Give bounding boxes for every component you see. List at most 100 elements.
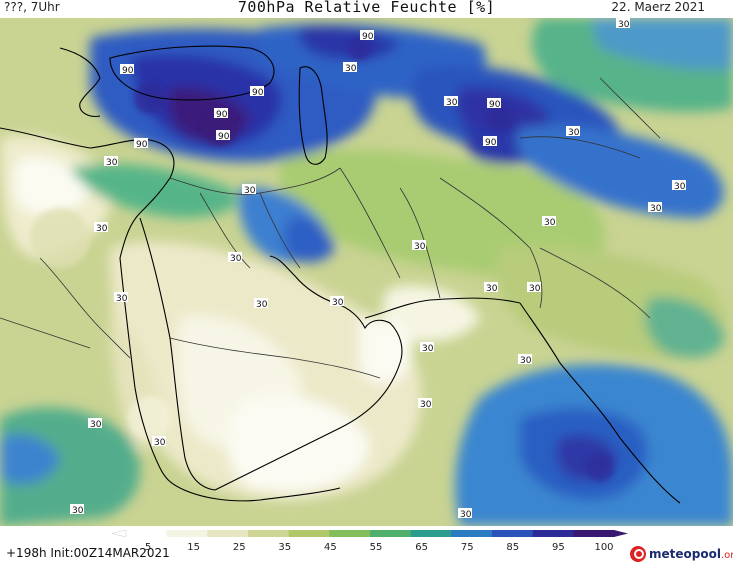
legend-tick-label: 65 xyxy=(415,542,428,552)
svg-text:30: 30 xyxy=(90,420,102,430)
legend-swatch xyxy=(288,530,330,537)
valid-date-label: 22. Maerz 2021 xyxy=(611,0,705,14)
legend-tick-label: 5 xyxy=(145,542,151,552)
contour-label-30: 30 xyxy=(412,240,426,252)
meteopool-logo[interactable]: meteopool.org xyxy=(630,545,733,563)
contour-label-30: 30 xyxy=(420,342,434,354)
svg-text:30: 30 xyxy=(446,98,458,108)
contour-labels: 90 90 90 90 90 90 xyxy=(70,18,686,520)
legend-swatch xyxy=(370,530,412,537)
contour-label-90: 90 xyxy=(360,30,374,42)
legend-tick-label: 35 xyxy=(278,542,291,552)
valid-day-label: ???, 7Uhr xyxy=(4,0,60,14)
svg-text:90: 90 xyxy=(362,32,374,42)
legend-swatch xyxy=(451,530,493,537)
svg-text:30: 30 xyxy=(529,284,541,294)
svg-text:30: 30 xyxy=(256,300,268,310)
svg-text:30: 30 xyxy=(72,506,84,516)
legend-tick-label: 75 xyxy=(461,542,474,552)
contour-label-90: 90 xyxy=(214,108,228,120)
contour-label-90: 90 xyxy=(120,64,134,76)
svg-text:30: 30 xyxy=(106,158,118,168)
svg-text:90: 90 xyxy=(485,138,497,148)
contour-label-30: 30 xyxy=(458,508,472,520)
meteopool-logo-icon xyxy=(630,546,646,562)
svg-text:90: 90 xyxy=(136,140,148,150)
contour-label-30: 30 xyxy=(228,252,242,264)
svg-text:30: 30 xyxy=(618,20,630,30)
svg-text:90: 90 xyxy=(122,66,134,76)
legend-swatch xyxy=(532,530,574,537)
contour-label-30: 30 xyxy=(616,18,630,30)
svg-text:30: 30 xyxy=(420,400,432,410)
contour-label-30: 30 xyxy=(518,354,532,366)
svg-text:30: 30 xyxy=(244,186,256,196)
contour-label-30: 30 xyxy=(242,184,256,196)
legend-tick-label: 100 xyxy=(594,542,613,552)
contour-label-90: 90 xyxy=(134,138,148,150)
humidity-map-svg: 90 90 90 90 90 90 xyxy=(0,18,733,526)
contour-label-30: 30 xyxy=(104,156,118,168)
contour-label-30: 30 xyxy=(70,504,84,516)
borders xyxy=(0,77,661,379)
humidity-map: 90 90 90 90 90 90 xyxy=(0,18,733,526)
contour-label-30: 30 xyxy=(484,282,498,294)
svg-text:90: 90 xyxy=(218,132,230,142)
map-title: 700hPa Relative Feuchte [%] xyxy=(237,0,496,16)
contour-label-90: 90 xyxy=(487,98,501,110)
legend-ticks: 5 15 25 35 45 55 65 75 85 95 100 xyxy=(145,542,614,552)
contour-label-90: 90 xyxy=(483,136,497,148)
legend-tick-label: 45 xyxy=(324,542,337,552)
contour-label-30: 30 xyxy=(542,216,556,228)
svg-text:30: 30 xyxy=(460,510,472,520)
contour-label-90: 90 xyxy=(250,86,264,98)
contour-label-30: 30 xyxy=(672,180,686,192)
legend-swatch xyxy=(492,530,534,537)
svg-text:30: 30 xyxy=(154,438,166,448)
svg-text:30: 30 xyxy=(486,284,498,294)
contour-label-90: 90 xyxy=(216,130,230,142)
svg-text:90: 90 xyxy=(252,88,264,98)
contour-label-30: 30 xyxy=(527,282,541,294)
legend-swatch xyxy=(573,530,615,537)
contour-label-30: 30 xyxy=(648,202,662,214)
svg-text:30: 30 xyxy=(650,204,662,214)
legend-low-arrow xyxy=(111,529,127,538)
legend-swatch xyxy=(410,530,452,537)
svg-text:90: 90 xyxy=(216,110,228,120)
svg-text:30: 30 xyxy=(520,356,532,366)
header-bar: ???, 7Uhr 700hPa Relative Feuchte [%] 22… xyxy=(0,0,733,18)
legend-tick-label: 15 xyxy=(187,542,200,552)
contour-label-30: 30 xyxy=(330,296,344,308)
legend-tick-label: 25 xyxy=(233,542,246,552)
legend-swatch xyxy=(329,530,371,537)
svg-text:30: 30 xyxy=(422,344,434,354)
color-legend: 5 15 25 35 45 55 65 75 85 95 100 xyxy=(111,529,628,552)
svg-text:30: 30 xyxy=(674,182,686,192)
contour-label-30: 30 xyxy=(566,126,580,138)
contour-label-30: 30 xyxy=(152,436,166,448)
legend-swatch xyxy=(248,530,290,537)
legend-tick-label: 95 xyxy=(552,542,565,552)
svg-text:30: 30 xyxy=(116,294,128,304)
coastlines xyxy=(0,45,681,504)
contour-label-30: 30 xyxy=(343,62,357,74)
legend-swatch xyxy=(207,530,249,537)
contour-label-30: 30 xyxy=(114,292,128,304)
svg-text:30: 30 xyxy=(96,224,108,234)
legend-swatch xyxy=(166,530,208,537)
legend-swatch xyxy=(126,530,168,537)
contour-label-30: 30 xyxy=(254,298,268,310)
model-run-info: +198h Init:00Z14MAR2021 xyxy=(6,546,170,560)
legend-tick-label: 85 xyxy=(506,542,519,552)
contour-label-30: 30 xyxy=(444,96,458,108)
contour-label-30: 30 xyxy=(88,418,102,430)
svg-text:30: 30 xyxy=(230,254,242,264)
svg-text:30: 30 xyxy=(544,218,556,228)
brand-name: meteopool.org xyxy=(649,547,733,561)
svg-text:30: 30 xyxy=(568,128,580,138)
contour-label-30: 30 xyxy=(94,222,108,234)
svg-text:30: 30 xyxy=(332,298,344,308)
contour-label-30: 30 xyxy=(418,398,432,410)
legend-tick-label: 55 xyxy=(370,542,383,552)
